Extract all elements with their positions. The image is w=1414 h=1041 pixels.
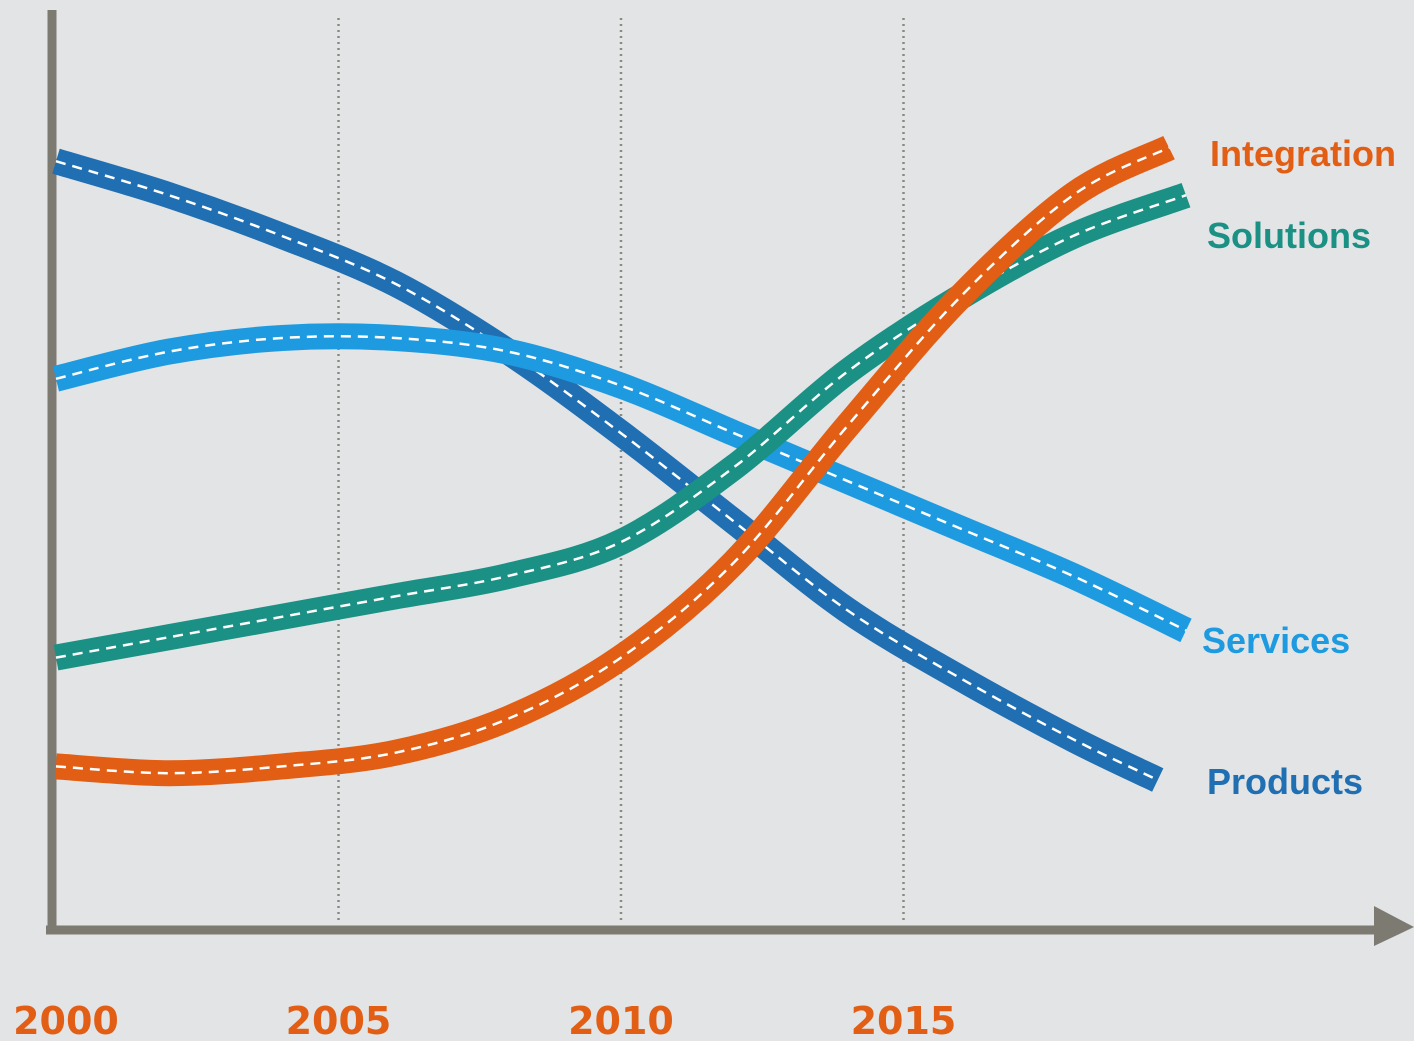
series-label-solutions: Solutions xyxy=(1207,215,1371,256)
x-axis-arrowhead xyxy=(1374,906,1414,946)
series-dash-products xyxy=(55,160,1159,782)
x-tick-label-2015: 2015 xyxy=(851,999,957,1041)
series-dash-integration xyxy=(55,146,1170,775)
x-tick-label-2000: 2000 xyxy=(13,999,119,1041)
series-dash-services xyxy=(55,335,1187,632)
series-line-services xyxy=(52,323,1192,643)
series-line-integration xyxy=(55,135,1175,787)
series-lines xyxy=(52,135,1192,792)
x-tick-labels: 2000 2005 2010 2015 xyxy=(13,999,956,1041)
vertical-grid-lines xyxy=(337,18,905,922)
axes xyxy=(46,10,1414,946)
series-labels: Products Services Solutions Integration xyxy=(1202,133,1396,802)
series-label-products: Products xyxy=(1207,761,1363,802)
x-tick-label-2010: 2010 xyxy=(568,999,674,1041)
series-label-services: Services xyxy=(1202,620,1350,661)
series-label-integration: Integration xyxy=(1210,133,1396,174)
x-tick-label-2005: 2005 xyxy=(286,999,392,1041)
